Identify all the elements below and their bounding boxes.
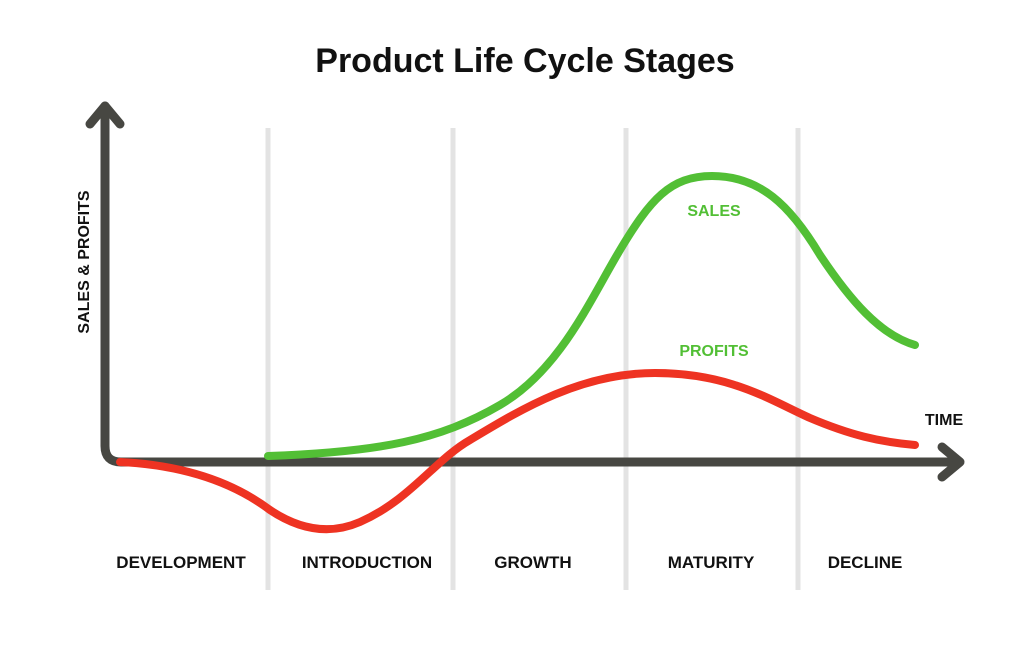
stage-label-decline: DECLINE [828,553,903,572]
y-axis-arrowhead [85,101,125,129]
profits-curve [116,368,919,534]
stage-label-development: DEVELOPMENT [116,553,246,572]
sales-curve [264,171,919,460]
x-axis-arrowhead [937,442,965,482]
sales-label: SALES [687,203,741,220]
stage-label-maturity: MATURITY [668,553,755,572]
diagram-title: Product Life Cycle Stages [315,42,734,80]
y-axis-label: SALES & PROFITS [76,190,93,333]
stage-label-growth: GROWTH [494,553,571,572]
profits-label: PROFITS [679,343,749,360]
x-axis-label: TIME [925,412,964,429]
stage-label-introduction: INTRODUCTION [302,553,432,572]
